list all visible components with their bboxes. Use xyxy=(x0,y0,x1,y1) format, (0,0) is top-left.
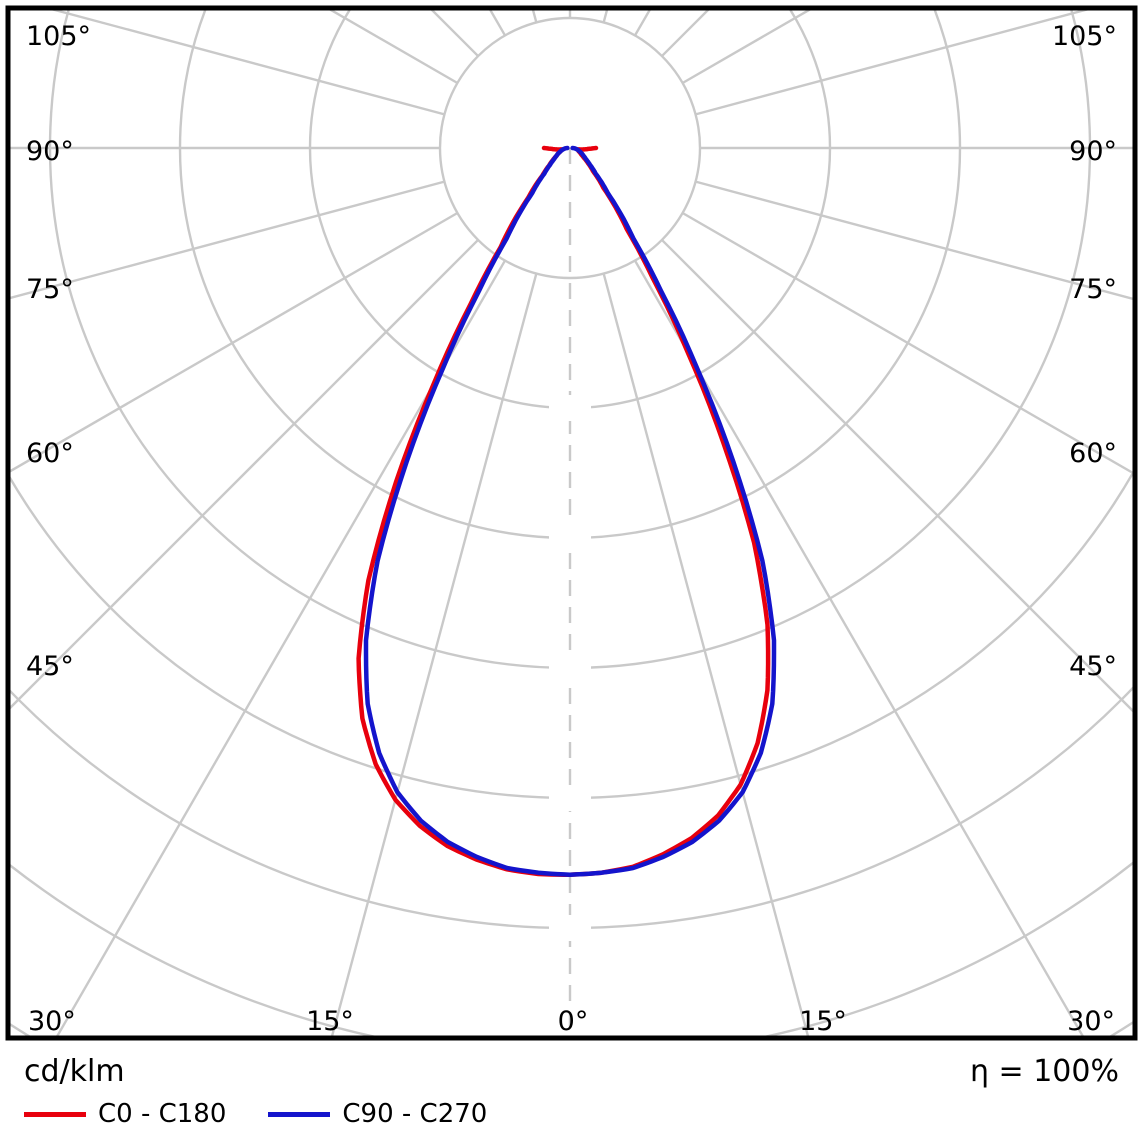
ring-label-box xyxy=(549,785,591,811)
grid-radial-line xyxy=(695,10,1090,116)
grid-radial-line xyxy=(55,259,507,1036)
angle-label: 30° xyxy=(28,1006,76,1037)
legend-swatch xyxy=(268,1111,331,1117)
legend-label: C0 - C180 xyxy=(98,1099,227,1129)
angle-labels: 105° 105° 90° 90° 75° 75° 60° 60° 45° 45° 30° 15° 0°… xyxy=(26,21,1117,1037)
chart-footer: cd/klm η = 100% C0 - C180 C90 - C270 xyxy=(0,1046,1143,1143)
legend: C0 - C180 C90 - C270 xyxy=(0,1089,1143,1129)
angle-label: 45° xyxy=(26,651,74,682)
grid-radial-line xyxy=(633,259,1085,1036)
grid-radial-line xyxy=(681,211,1133,475)
ring-label-box xyxy=(549,395,591,421)
angle-label: 0° xyxy=(558,1006,589,1037)
ring-label-boxes xyxy=(549,395,591,941)
ring-label-box xyxy=(549,655,591,681)
ring-label-box xyxy=(549,915,591,941)
grid-ring xyxy=(10,1020,1133,1036)
grid-radial-line xyxy=(330,273,538,1036)
angle-label: 60° xyxy=(26,438,74,469)
footer-unit-row: cd/klm η = 100% xyxy=(0,1046,1143,1089)
grid-radial-line xyxy=(10,211,459,473)
legend-swatch xyxy=(24,1111,86,1117)
angle-label: 15° xyxy=(799,1006,847,1037)
grid-radial-line xyxy=(10,180,445,300)
intensity-curves xyxy=(356,145,777,877)
angle-label: 75° xyxy=(26,274,74,305)
angle-label: 90° xyxy=(26,136,74,167)
angle-label: 45° xyxy=(1069,651,1117,682)
grid-radial-line xyxy=(10,239,479,710)
plot-frame xyxy=(5,5,1138,1041)
angle-label: 105° xyxy=(1052,21,1117,52)
angle-label: 30° xyxy=(1067,1006,1115,1037)
grid-radial-line xyxy=(695,180,1133,301)
grid-radial-line xyxy=(50,10,445,116)
radial-unit-label: cd/klm xyxy=(24,1054,125,1089)
angle-label: 105° xyxy=(26,21,91,52)
curve-c0-c180 xyxy=(356,145,771,877)
ring-label-box xyxy=(549,525,591,551)
grid-radial-line xyxy=(602,273,810,1036)
efficiency-label: η = 100% xyxy=(970,1054,1119,1089)
legend-entry: C0 - C180 xyxy=(24,1099,226,1129)
grid-radial-line xyxy=(602,10,609,23)
angle-label: 15° xyxy=(306,1006,354,1037)
grid-radial-line xyxy=(661,239,1133,713)
polar-grid xyxy=(10,10,1133,1036)
angle-label: 60° xyxy=(1069,438,1117,469)
curve-c90-c270 xyxy=(363,145,777,877)
legend-entry: C90 - C270 xyxy=(268,1099,487,1129)
angle-label: 75° xyxy=(1069,274,1117,305)
grid-radial-line xyxy=(531,10,538,23)
polar-plot: 105° 105° 90° 90° 75° 75° 60° 60° 45° 45° 30° 15° 0°… xyxy=(5,5,1138,1041)
angle-label: 90° xyxy=(1069,136,1117,167)
grid-ring xyxy=(10,861,1133,1036)
legend-label: C90 - C270 xyxy=(342,1099,488,1129)
